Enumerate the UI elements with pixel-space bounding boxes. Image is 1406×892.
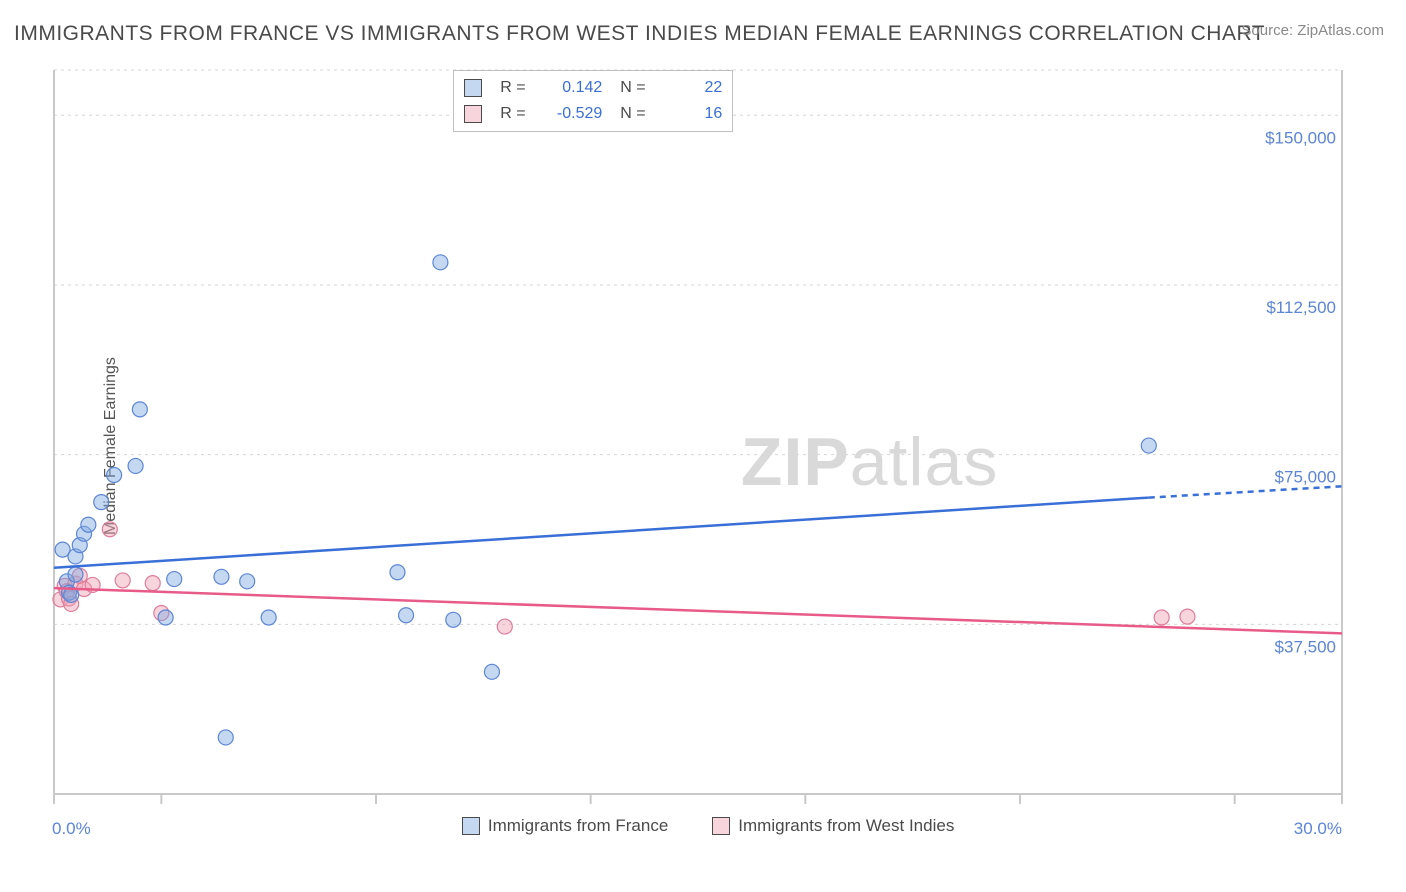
data-point (145, 576, 160, 591)
data-point (390, 565, 405, 580)
source-link[interactable]: ZipAtlas.com (1297, 22, 1384, 39)
legend-series-label: Immigrants from West Indies (738, 816, 954, 836)
data-point (446, 612, 461, 627)
data-point (214, 569, 229, 584)
trend-line-france (54, 498, 1149, 568)
legend-stat-label: R = (500, 105, 528, 123)
data-point (68, 567, 83, 582)
x-tick-label: 30.0% (1294, 819, 1342, 838)
legend-stat-label: R = (500, 79, 528, 97)
y-tick-label: $112,500 (1266, 298, 1336, 317)
trend-line-france-extrapolated (1149, 486, 1342, 497)
data-point (1141, 438, 1156, 453)
legend-correlation: R = 0.142 N = 22 R = -0.529 N = 16 (453, 70, 733, 132)
y-tick-label: $75,000 (1275, 468, 1336, 487)
trend-line-west-indies (54, 588, 1342, 633)
data-point (433, 255, 448, 270)
data-point (128, 458, 143, 473)
data-point (107, 467, 122, 482)
data-point (115, 573, 130, 588)
legend-series-label: Immigrants from France (488, 816, 668, 836)
source-label: Source: (1241, 22, 1293, 39)
y-tick-label: $37,500 (1275, 637, 1336, 656)
data-point (240, 574, 255, 589)
legend-swatch-icon (464, 105, 482, 123)
data-point (484, 664, 499, 679)
legend-series-item: Immigrants from France (462, 816, 668, 836)
legend-n-value: 16 (666, 105, 722, 123)
legend-correlation-row: R = -0.529 N = 16 (464, 101, 722, 127)
data-point (167, 572, 182, 587)
data-point (158, 610, 173, 625)
legend-stat-label: N = (620, 105, 648, 123)
plot-area: $37,500 $75,000 $112,500 $150,000 0.0% 30.0% (46, 60, 1386, 860)
data-point (102, 522, 117, 537)
data-point (94, 495, 109, 510)
data-point (1180, 609, 1195, 624)
data-point (218, 730, 233, 745)
data-point (81, 517, 96, 532)
legend-stat-label: N = (620, 79, 648, 97)
legend-r-value: 0.142 (546, 79, 602, 97)
plot-svg: $37,500 $75,000 $112,500 $150,000 0.0% 30.0% (46, 60, 1386, 860)
data-point (261, 610, 276, 625)
data-point (132, 402, 147, 417)
data-point (1154, 610, 1169, 625)
y-tick-label: $150,000 (1265, 128, 1336, 147)
legend-n-value: 22 (666, 79, 722, 97)
data-point (497, 619, 512, 634)
chart-root: IMMIGRANTS FROM FRANCE VS IMMIGRANTS FRO… (0, 0, 1406, 892)
legend-series: Immigrants from France Immigrants from We… (462, 816, 954, 836)
x-tick-label: 0.0% (52, 819, 91, 838)
source-attribution: Source: ZipAtlas.com (1241, 22, 1384, 39)
legend-series-item: Immigrants from West Indies (712, 816, 954, 836)
legend-swatch-icon (462, 817, 480, 835)
chart-title: IMMIGRANTS FROM FRANCE VS IMMIGRANTS FRO… (14, 22, 1265, 46)
legend-correlation-row: R = 0.142 N = 22 (464, 75, 722, 101)
legend-swatch-icon (464, 79, 482, 97)
legend-r-value: -0.529 (546, 105, 602, 123)
data-point (399, 608, 414, 623)
legend-swatch-icon (712, 817, 730, 835)
